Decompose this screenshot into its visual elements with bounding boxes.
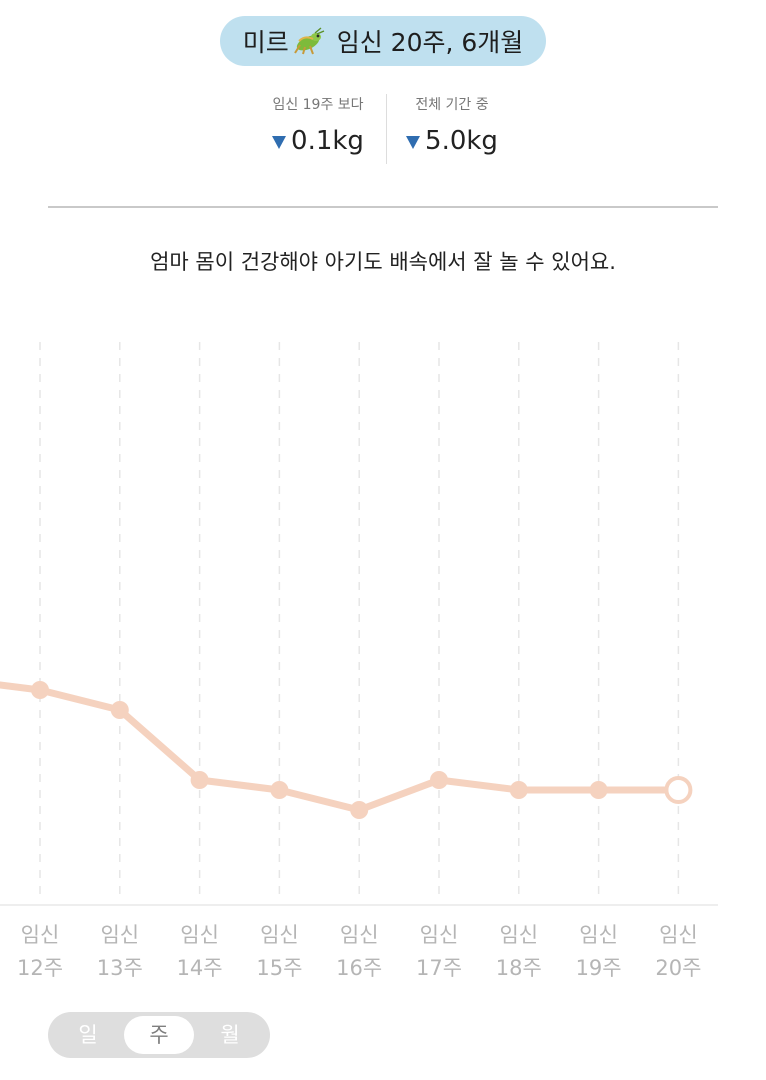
data-point bbox=[190, 771, 209, 789]
x-tick-label: 임신 bbox=[420, 923, 459, 947]
down-arrow-icon bbox=[406, 135, 421, 149]
x-tick-label: 18주 bbox=[496, 956, 542, 980]
compare-total-value: 5.0kg bbox=[425, 126, 498, 156]
x-tick-label: 임신 bbox=[340, 923, 379, 947]
compare-total-label: 전체 기간 중 bbox=[415, 97, 489, 113]
x-tick-label: 14주 bbox=[177, 956, 223, 980]
x-tick-label: 임신 bbox=[579, 923, 618, 947]
data-point bbox=[110, 701, 129, 719]
data-point bbox=[589, 781, 608, 799]
x-tick-label: 19주 bbox=[576, 956, 622, 980]
data-point bbox=[270, 781, 289, 799]
x-tick-label: 20주 bbox=[655, 956, 701, 980]
period-option-day[interactable]: 일 bbox=[78, 1023, 98, 1047]
grasshopper-icon bbox=[291, 27, 325, 55]
compare-previous-value: 0.1kg bbox=[291, 126, 364, 156]
data-point bbox=[430, 771, 448, 789]
x-tick-label: 임신 bbox=[659, 923, 698, 947]
pregnancy-week-title: 임신 20주, 6개월 bbox=[336, 28, 524, 57]
x-tick-label: 임신 bbox=[180, 923, 219, 947]
current-week-point bbox=[664, 776, 693, 804]
weight-change-summary: 임신 19주 보다 0.1kg 전체 기간 중 5.0kg bbox=[0, 88, 766, 168]
x-tick-label: 임신 bbox=[21, 923, 60, 947]
compare-total-period: 전체 기간 중 5.0kg bbox=[362, 88, 542, 156]
baby-name: 미르 bbox=[242, 28, 289, 57]
weight-series-line bbox=[0, 681, 682, 814]
x-tick-label: 13주 bbox=[97, 956, 143, 980]
data-point bbox=[509, 781, 528, 799]
data-point bbox=[31, 681, 49, 699]
pregnancy-week-badge: 미르 임신 20주, 6개월 bbox=[220, 16, 546, 66]
down-arrow-icon bbox=[272, 135, 287, 149]
x-tick-label: 임신 bbox=[260, 923, 299, 947]
weight-chart[interactable]: 임신 12주 임신 13주 임신 14주 임신 15주 임신 16주 임신 17주 임신 18주 임신 19주… bbox=[0, 330, 766, 990]
health-message: 엄마 몸이 건강해야 아기도 배속에서 잘 놀 수 있어요. bbox=[150, 250, 616, 274]
weight-line-chart: 임신 12주 임신 13주 임신 14주 임신 15주 임신 16주 임신 17주 임신 18주 임신 19주… bbox=[0, 342, 718, 980]
period-toggle[interactable]: 일 주 월 bbox=[48, 1012, 270, 1058]
x-tick-label: 15주 bbox=[256, 956, 302, 980]
data-point bbox=[350, 801, 369, 819]
x-tick-label: 임신 bbox=[100, 923, 139, 947]
x-tick-label: 12주 bbox=[17, 956, 63, 980]
period-option-month[interactable]: 월 bbox=[220, 1023, 240, 1047]
x-tick-label: 16주 bbox=[336, 956, 382, 980]
x-tick-label: 17주 bbox=[416, 956, 462, 980]
stats-divider bbox=[386, 94, 387, 164]
compare-previous-label: 임신 19주 보다 bbox=[272, 97, 364, 113]
period-option-week[interactable]: 주 bbox=[124, 1016, 194, 1054]
compare-previous-week: 임신 19주 보다 0.1kg bbox=[228, 88, 408, 156]
section-divider bbox=[48, 206, 718, 208]
x-tick-label: 임신 bbox=[499, 923, 538, 947]
